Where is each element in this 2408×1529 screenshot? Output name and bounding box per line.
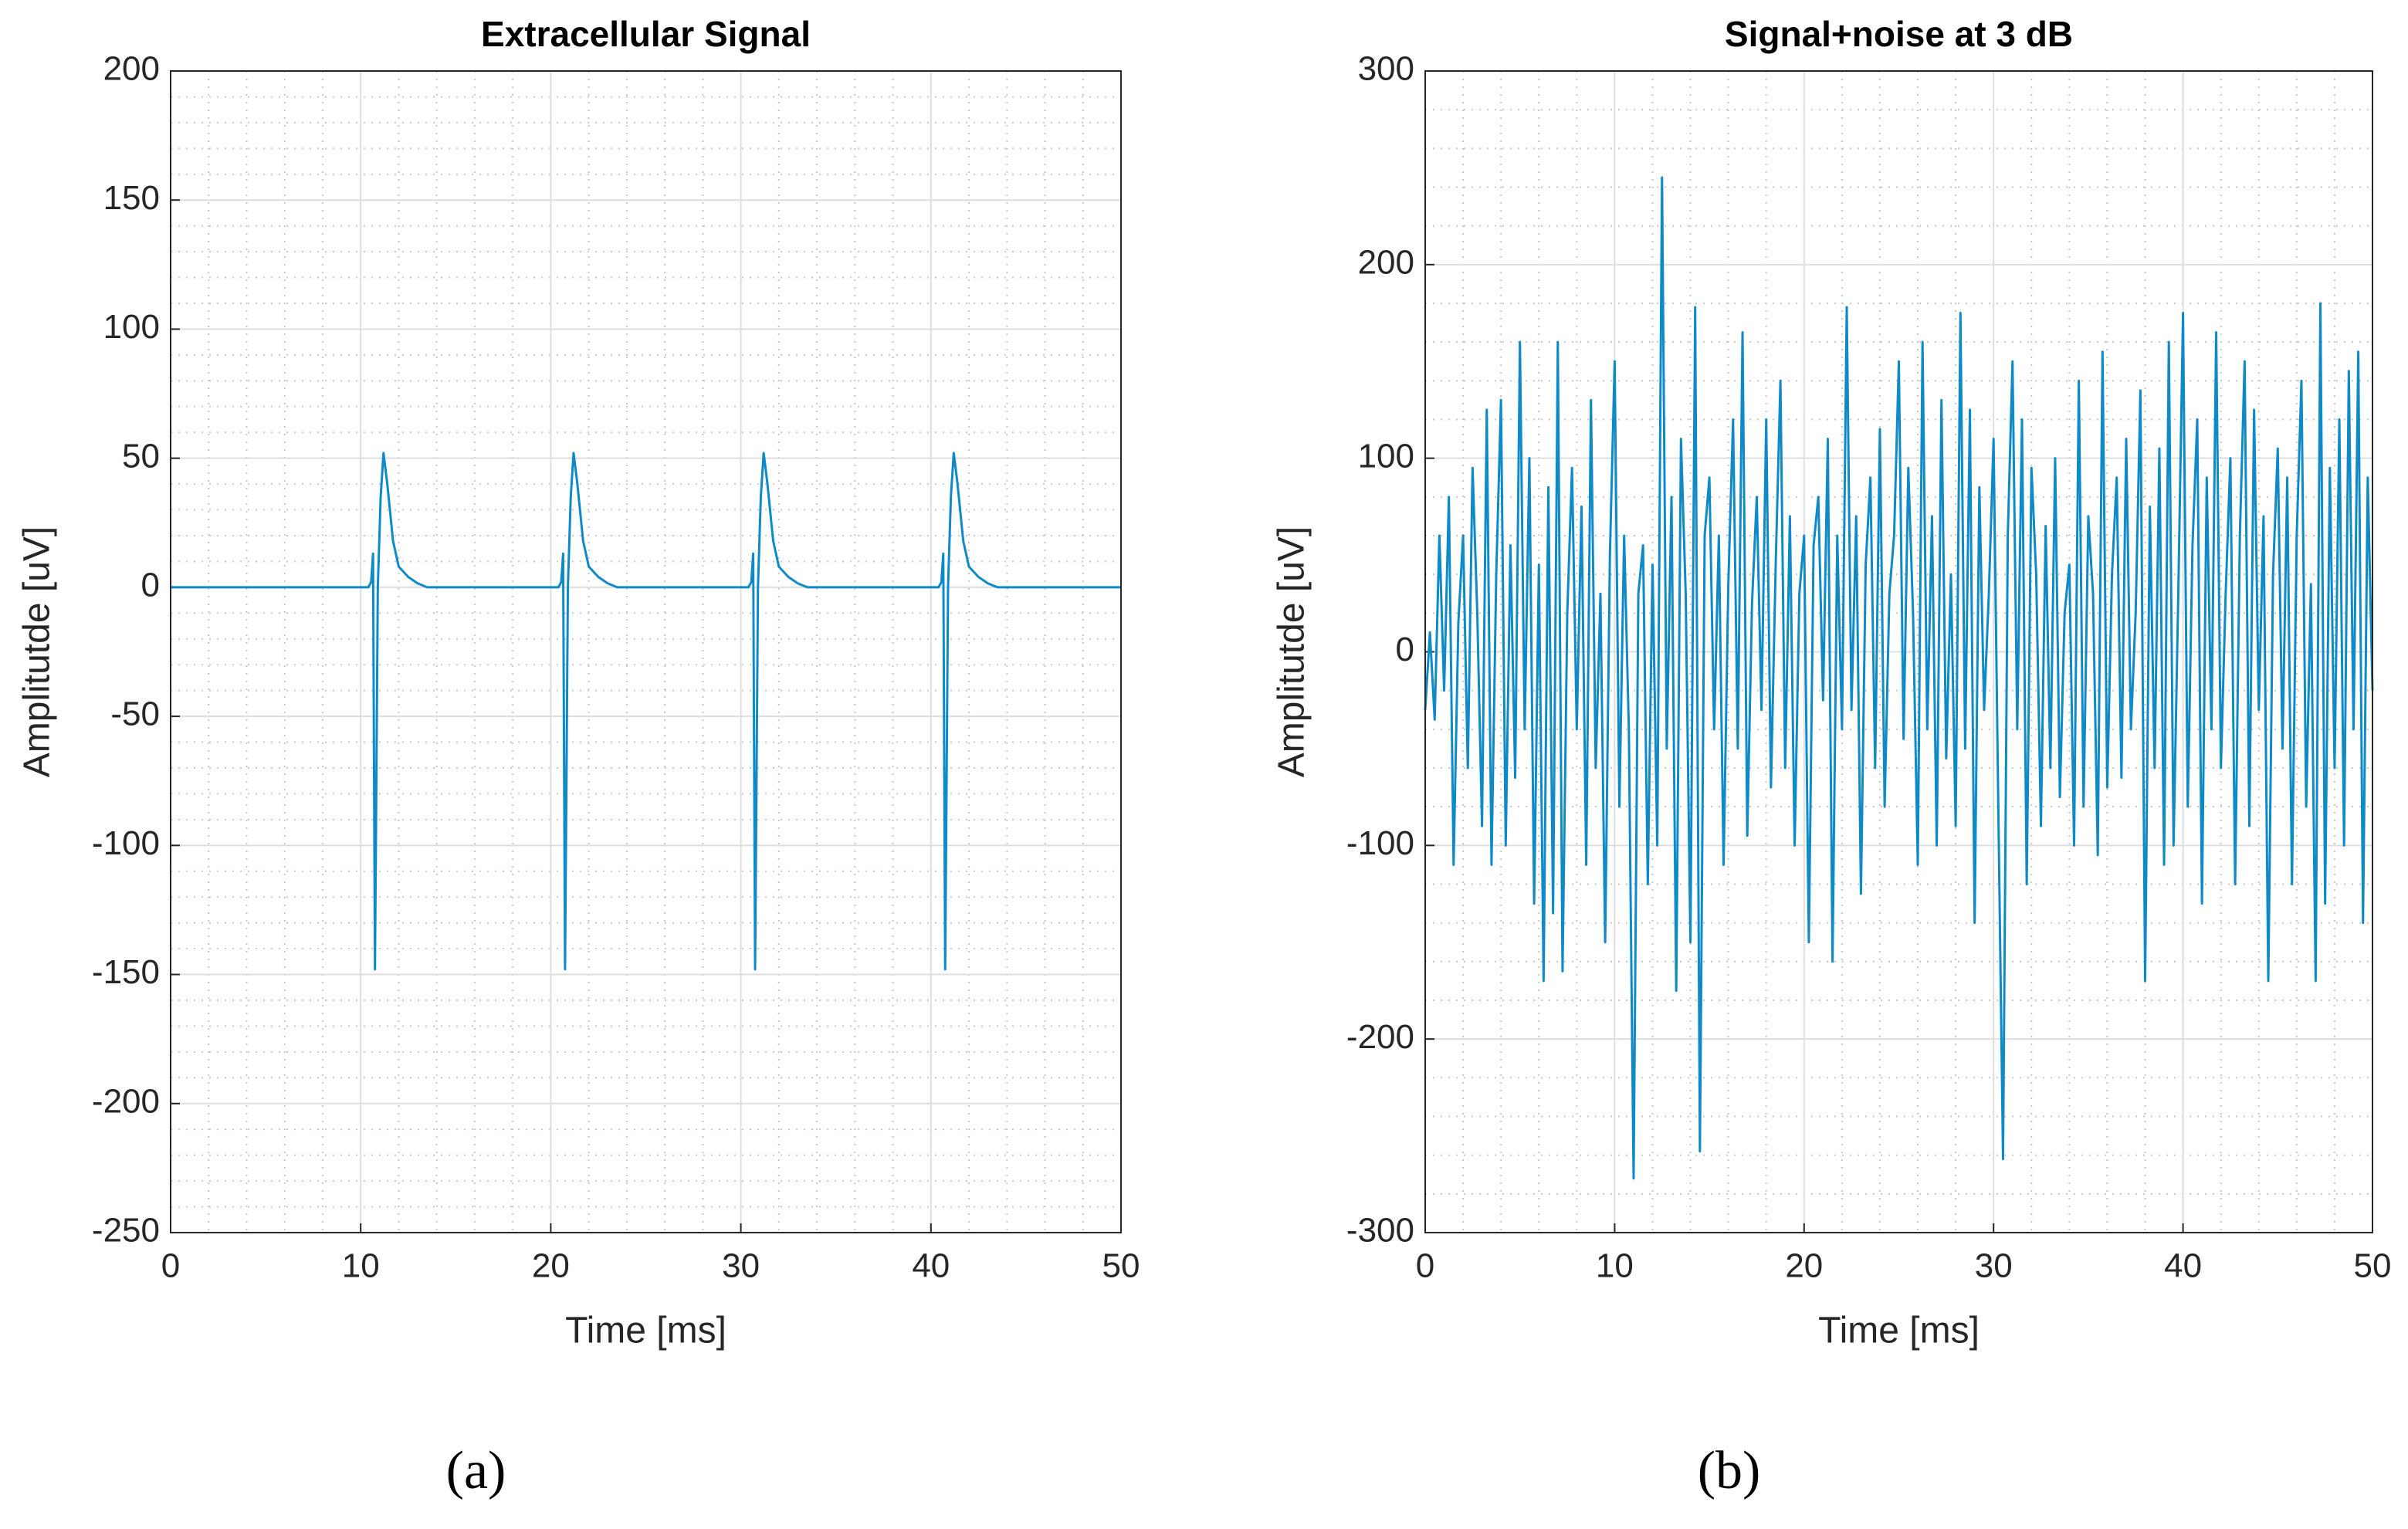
- y-tick-label: -250: [92, 1212, 160, 1250]
- y-tick-label: 200: [1358, 243, 1414, 281]
- y-tick-label: 0: [1396, 631, 1414, 668]
- y-tick-label: -100: [92, 824, 160, 862]
- y-tick-label: 300: [1358, 50, 1414, 88]
- y-tick-label: 100: [1358, 437, 1414, 475]
- y-tick-label: 200: [103, 50, 160, 88]
- x-tick-label: 40: [912, 1247, 950, 1285]
- signal-line: [171, 452, 1121, 971]
- chart-title: Signal+noise at 3 dB: [1725, 14, 2073, 54]
- y-tick-label: -200: [1346, 1018, 1414, 1056]
- y-axis-label: Amplitutde [uV]: [17, 526, 58, 778]
- y-tick-label: 50: [122, 437, 160, 475]
- x-tick-label: 0: [161, 1247, 180, 1285]
- x-tick-label: 50: [1102, 1247, 1140, 1285]
- x-tick-label: 40: [2164, 1247, 2202, 1285]
- y-tick-label: -200: [92, 1082, 160, 1120]
- y-tick-label: 150: [103, 179, 160, 217]
- x-tick-label: 30: [1975, 1247, 2013, 1285]
- x-tick-label: 0: [1416, 1247, 1434, 1285]
- x-tick-label: 10: [1596, 1247, 1634, 1285]
- x-tick-label: 20: [1785, 1247, 1823, 1285]
- y-tick-label: -50: [110, 695, 160, 733]
- y-tick-label: 100: [103, 308, 160, 346]
- x-tick-label: 10: [342, 1247, 380, 1285]
- axes-box: [170, 70, 1122, 1233]
- x-tick-label: 50: [2354, 1247, 2392, 1285]
- x-axis-label: Time [ms]: [565, 1311, 726, 1351]
- y-tick-label: -100: [1346, 824, 1414, 862]
- plot-area: [171, 71, 1121, 1233]
- panel-caption: (a): [446, 1441, 506, 1500]
- x-tick-label: 30: [722, 1247, 760, 1285]
- chart-title: Extracellular Signal: [481, 14, 811, 54]
- x-axis-label: Time [ms]: [1818, 1311, 1980, 1351]
- axes-box: [1424, 70, 2373, 1233]
- y-tick-label: 0: [141, 567, 160, 604]
- y-tick-label: -150: [92, 953, 160, 991]
- x-tick-label: 20: [532, 1247, 570, 1285]
- panel-caption: (b): [1698, 1441, 1761, 1500]
- y-tick-label: -300: [1346, 1212, 1414, 1250]
- signal-line: [1424, 176, 2374, 1180]
- y-axis-label: Amplitutde [uV]: [1272, 526, 1312, 778]
